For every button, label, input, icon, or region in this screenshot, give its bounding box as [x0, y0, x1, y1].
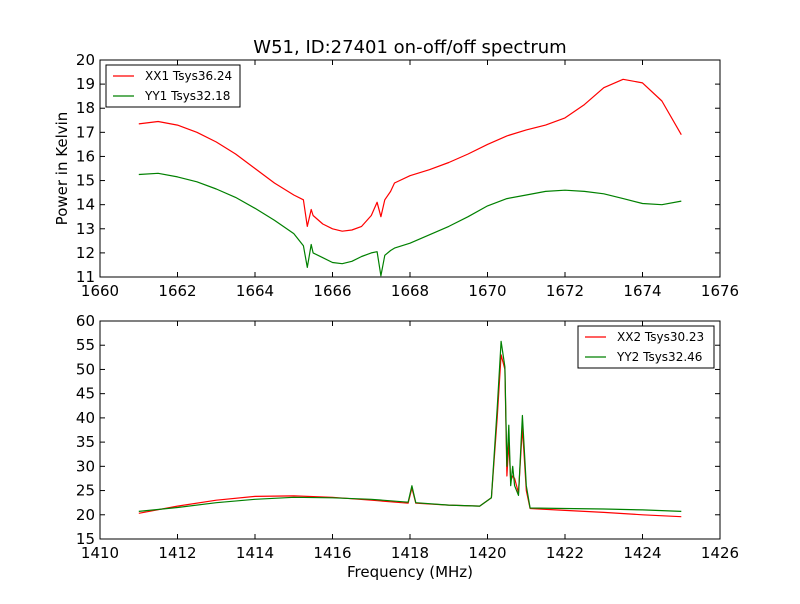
y-tick-label: 18: [76, 99, 95, 117]
x-tick-label: 1668: [391, 282, 429, 300]
y-tick-label: 50: [76, 360, 95, 378]
y-tick-label: 20: [76, 51, 95, 69]
x-tick-label: 1416: [313, 544, 351, 562]
y-tick-label: 13: [76, 220, 95, 238]
series-line-1-2: [138, 172, 682, 277]
x-tick-label: 1674: [623, 282, 661, 300]
series-line-2-2: [138, 340, 682, 512]
y-tick-label: 45: [76, 385, 95, 403]
y-tick-label: 17: [76, 123, 95, 141]
x-tick-label: 1664: [236, 282, 274, 300]
x-tick-label: 1670: [468, 282, 506, 300]
x-tick-label: 1410: [81, 544, 119, 562]
y-tick-label: 25: [76, 482, 95, 500]
y-tick-label: 15: [76, 530, 95, 548]
y-tick-label: 12: [76, 244, 95, 262]
legend-label-2-2: YY2 Tsys32.46: [616, 350, 702, 364]
x-tick-label: 1666: [313, 282, 351, 300]
x-tick-label: 1420: [468, 544, 506, 562]
y-tick-label: 60: [76, 312, 95, 330]
y-tick-label: 11: [76, 268, 95, 286]
x-tick-label: 1426: [701, 544, 739, 562]
x-tick-label: 1422: [546, 544, 584, 562]
subplot-2: 1410 1412 1414 1416 1418 1420 1422 1424 1426 15 20…: [76, 312, 739, 581]
y-axis-label: Power in Kelvin: [53, 112, 71, 226]
y-tick-label: 30: [76, 457, 95, 475]
y-tick-label: 20: [76, 506, 95, 524]
x-tick-label: 1676: [701, 282, 739, 300]
y-tick-label: 14: [76, 196, 95, 214]
legend-label-2-1: XX2 Tsys30.23: [617, 330, 704, 344]
x-tick-label: 1414: [236, 544, 274, 562]
x-axis-label: Frequency (MHz): [347, 563, 473, 581]
y-tick-label: 15: [76, 172, 95, 190]
legend-box-2: [577, 325, 715, 369]
legend-label-1-1: XX1 Tsys36.24: [145, 69, 232, 83]
y-tick-label: 35: [76, 433, 95, 451]
series-line-1-1: [138, 78, 682, 232]
y-tick-label: 19: [76, 75, 95, 93]
subplot-1: 1660 1662 1664 1666 1668 1670 1672 1674 1676 11 12…: [53, 51, 739, 300]
x-tick-label: 1662: [158, 282, 196, 300]
legend-box-1: [105, 64, 241, 108]
x-tick-label: 1418: [391, 544, 429, 562]
legend-label-1-2: YY1 Tsys32.18: [144, 89, 230, 103]
x-tick-label: 1424: [623, 544, 661, 562]
x-tick-label: 1412: [158, 544, 196, 562]
y-tick-label: 16: [76, 147, 95, 165]
x-tick-label: 1672: [546, 282, 584, 300]
chart-title: W51, ID:27401 on-off/off spectrum: [253, 37, 566, 58]
y-tick-label: 55: [76, 336, 95, 354]
y-tick-label: 40: [76, 409, 95, 427]
x-tick-label: 1660: [81, 282, 119, 300]
